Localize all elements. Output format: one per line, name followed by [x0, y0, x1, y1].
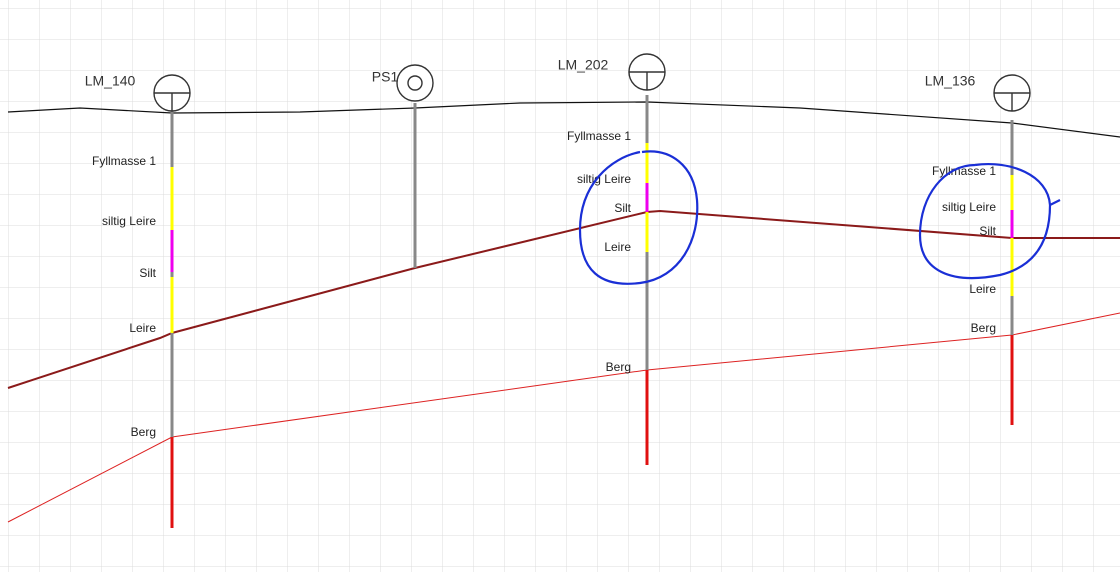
layer-label: Leire: [129, 321, 156, 335]
terrain-line: [7, 101, 1120, 138]
boreholes: LM_140 Fyllmasse 1 siltig Leire Silt Leire Be…: [85, 53, 1031, 528]
borehole-symbol: [396, 64, 434, 102]
borehole-name: LM_136: [925, 73, 976, 89]
borehole-name: LM_140: [85, 73, 136, 89]
layer-label: siltig Leire: [102, 214, 156, 228]
layer-label: Silt: [979, 224, 996, 238]
symbol-inner: [407, 75, 423, 91]
layer-label: siltig Leire: [942, 200, 996, 214]
layer-label: Berg: [131, 425, 156, 439]
layer-label: Leire: [969, 282, 996, 296]
layer-label: Berg: [606, 360, 631, 374]
annotation-circle: [578, 150, 699, 285]
layer-label: Berg: [971, 321, 996, 335]
borehole-name: PS1: [372, 69, 399, 85]
layer-label: Leire: [604, 240, 631, 254]
layer-label: Fyllmasse 1: [567, 129, 631, 143]
layer-label: siltig Leire: [577, 172, 631, 186]
borehole-name: LM_202: [558, 57, 609, 73]
layer-label: Fyllmasse 1: [92, 154, 156, 168]
layer-label: Silt: [139, 266, 156, 280]
annotation-circle: [918, 163, 1061, 280]
layer-label: Silt: [614, 201, 631, 215]
